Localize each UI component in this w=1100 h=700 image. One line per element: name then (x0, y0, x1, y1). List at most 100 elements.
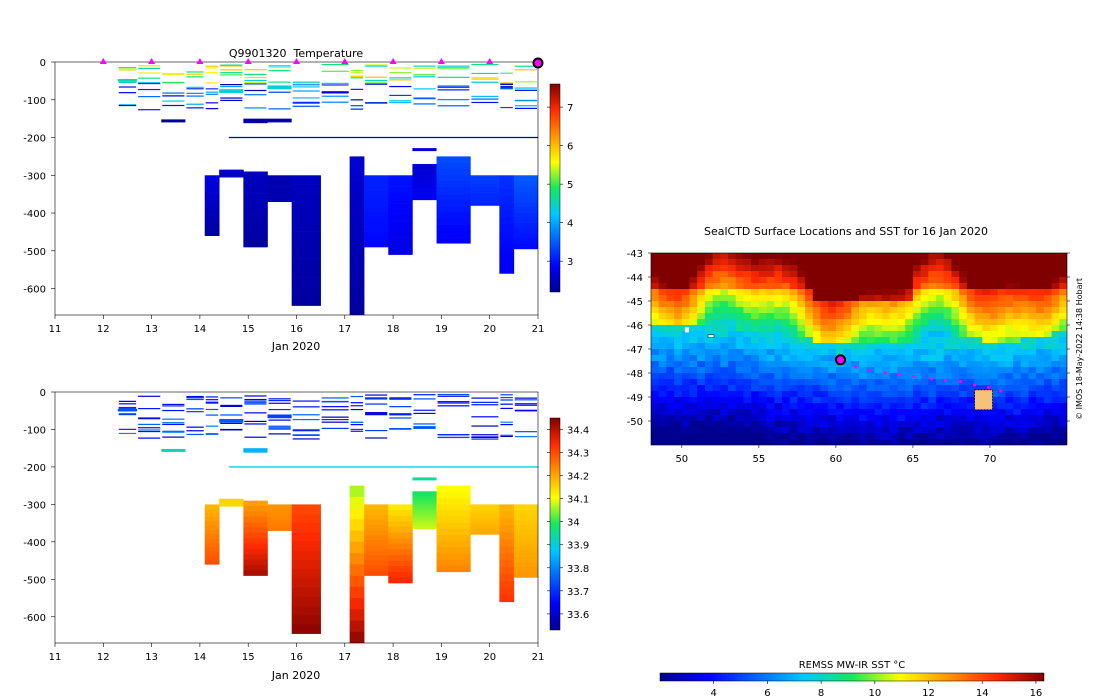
profile-line (471, 401, 499, 403)
sst-cell (751, 379, 760, 386)
profile-line (365, 429, 388, 432)
sst-cell (674, 319, 683, 326)
sst-cell (735, 409, 744, 416)
profile-line (162, 92, 185, 94)
sst-cell (751, 271, 760, 278)
sst-cell (828, 433, 837, 440)
sst-cell (874, 367, 883, 374)
sst-cell (912, 331, 922, 338)
profile-line (186, 397, 204, 399)
profile-column-cell (364, 211, 389, 217)
sst-cell (1005, 283, 1014, 290)
sst-cell (789, 325, 798, 332)
sst-cell (1036, 313, 1045, 320)
profile-line (292, 97, 320, 99)
sst-cell (905, 253, 914, 260)
sst-cell (997, 307, 1006, 314)
sst-cell (781, 361, 791, 368)
y-tick-label: -500 (23, 247, 46, 258)
sst-cell (882, 277, 891, 284)
map-y-tick-label: -50 (627, 417, 643, 428)
sst-cell (889, 265, 898, 272)
sst-cell (651, 349, 660, 356)
sst-cell (982, 331, 991, 338)
sst-cell (943, 385, 952, 392)
sst-cell (651, 337, 660, 344)
profile-line (321, 63, 349, 66)
sst-cell (928, 259, 937, 266)
sst-cell (866, 373, 875, 380)
profile-line (292, 81, 320, 83)
sst-cell (689, 367, 698, 374)
sst-cell (928, 379, 937, 386)
sst-cell (728, 439, 737, 445)
sst-cell (743, 343, 752, 350)
sst-cell (674, 301, 683, 308)
profile-column-cell (219, 176, 244, 178)
sst-cell (712, 379, 721, 386)
sst-cell (681, 259, 690, 266)
profile-column-cell (267, 515, 292, 518)
sst-cell (689, 349, 698, 356)
sst-cell (843, 427, 852, 434)
sst-cell (712, 367, 721, 374)
y-tick-label: -300 (23, 171, 46, 182)
profile-patch (267, 414, 292, 419)
profile-column-cell (204, 214, 220, 219)
sst-cell (735, 379, 744, 386)
profile-column-cell (513, 233, 538, 239)
sst-cell (974, 301, 983, 308)
profile-column-cell (499, 175, 515, 183)
sst-cell (812, 439, 821, 445)
profile-column-cell (204, 183, 220, 189)
profile-column-cell (291, 259, 321, 269)
sst-cell (789, 361, 798, 368)
sst-cell (989, 391, 999, 398)
sst-cell (812, 289, 821, 296)
profile-line (500, 434, 513, 436)
profile-patch (161, 119, 186, 123)
sst-cell (982, 271, 991, 278)
sst-cell (812, 349, 821, 356)
sst-cell (704, 271, 714, 278)
sst-cell (1013, 373, 1022, 380)
sst-cell (912, 391, 922, 398)
profile-line (268, 433, 291, 435)
profile-line (471, 101, 499, 104)
profile-line (268, 400, 291, 402)
sst-cell (666, 319, 675, 326)
sst-cell (966, 277, 975, 284)
sst-cell (1059, 415, 1067, 422)
profile-column-cell (388, 220, 413, 227)
sst-cell (951, 373, 960, 380)
sst-cell (912, 439, 922, 445)
profile-column-cell (388, 521, 413, 528)
sst-cell (758, 313, 767, 320)
profile-line (389, 397, 412, 399)
sst-cell (674, 253, 683, 260)
profile-line (471, 397, 499, 399)
sst-cell (651, 259, 660, 266)
profile-column-cell (243, 564, 268, 571)
sst-cell (874, 331, 883, 338)
sst-cell (743, 355, 752, 362)
sst-cell (974, 271, 983, 278)
sst-cell (766, 373, 775, 380)
sst-cell (1028, 319, 1037, 326)
sst-cell (912, 265, 922, 272)
sst-cell (882, 253, 891, 260)
sst-cell (1020, 277, 1029, 284)
profile-line (365, 82, 388, 84)
sst-cell (674, 289, 683, 296)
profile-column-cell (436, 553, 471, 560)
profile-column-cell (388, 243, 413, 250)
sst-cell (1020, 385, 1029, 392)
sst-cell (974, 319, 983, 326)
sst-cell (1013, 379, 1022, 386)
sst-cell (874, 325, 883, 332)
profile-column-cell (470, 188, 500, 191)
sst-cell (920, 421, 929, 428)
profile-column-cell (243, 171, 268, 178)
sst-cell (859, 349, 868, 356)
